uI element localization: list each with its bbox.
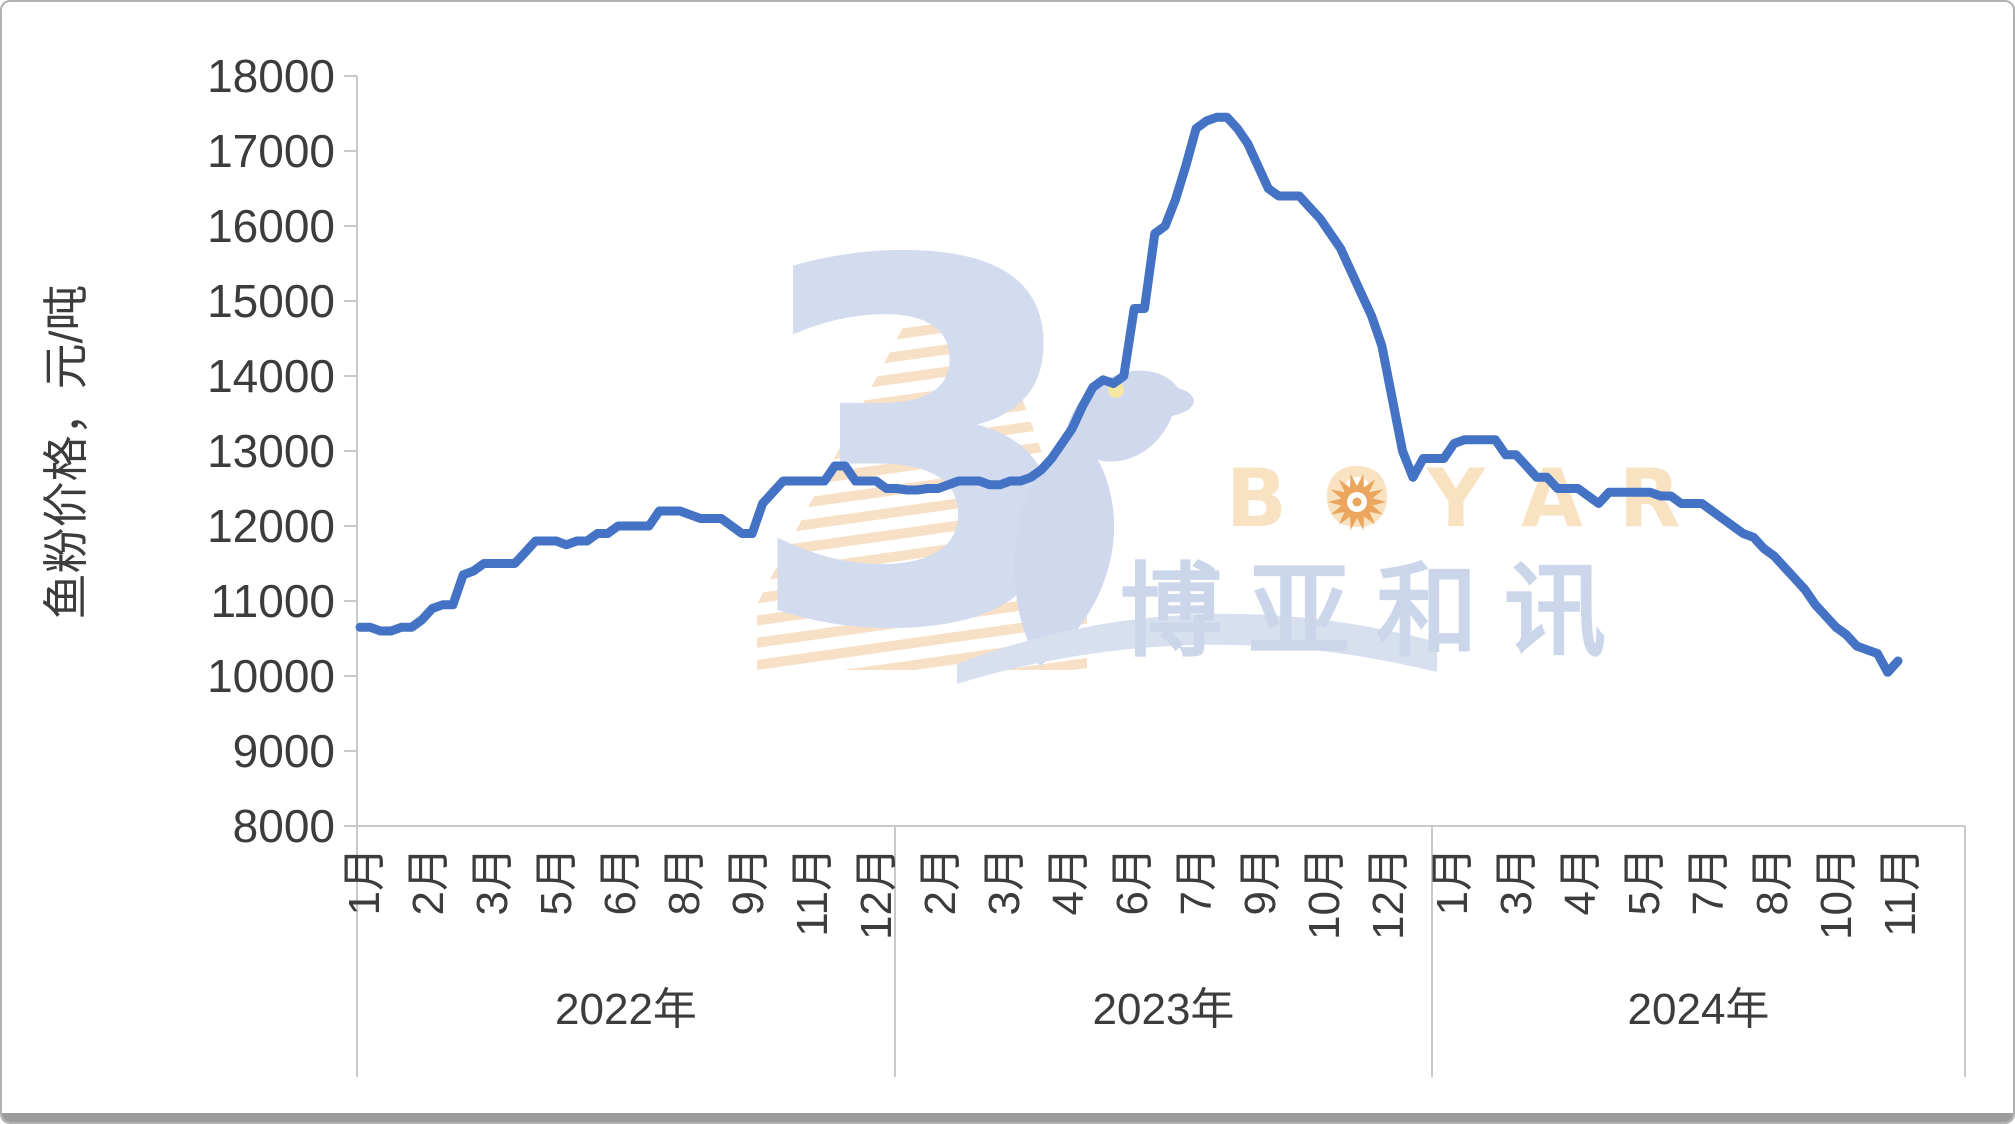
x-month-label: 1月 <box>340 847 389 915</box>
x-month-label: 7月 <box>1172 847 1221 915</box>
x-month-label: 4月 <box>1556 847 1605 915</box>
x-month-label: 7月 <box>1684 847 1733 915</box>
x-month-label: 3月 <box>980 847 1029 915</box>
x-month-label: 2月 <box>916 847 965 915</box>
x-month-label: 11月 <box>1876 847 1925 937</box>
x-month-label: 5月 <box>532 847 581 915</box>
window-bottom-edge <box>2 1113 2013 1122</box>
x-month-label: 12月 <box>1364 847 1413 940</box>
price-line-series <box>355 112 1903 677</box>
x-month-label: 2月 <box>404 847 453 915</box>
x-month-label: 4月 <box>1044 847 1093 915</box>
y-tick-label: 10000 <box>207 650 335 702</box>
y-tick-label: 11000 <box>210 575 335 627</box>
x-month-label: 10月 <box>1812 847 1861 940</box>
x-month-label: 12月 <box>852 847 901 940</box>
y-tick-label: 16000 <box>207 200 335 252</box>
x-month-label: 10月 <box>1300 847 1349 940</box>
x-year-label: 2022年 <box>555 985 697 1034</box>
y-tick-label: 13000 <box>207 425 335 477</box>
y-tick-label: 9000 <box>233 725 335 777</box>
x-month-label: 8月 <box>1748 847 1797 915</box>
y-tick-label: 12000 <box>207 500 335 552</box>
x-month-label: 6月 <box>596 847 645 915</box>
x-month-label: 8月 <box>660 847 709 915</box>
x-year-label: 2023年 <box>1093 985 1235 1034</box>
x-month-label: 11月 <box>788 847 837 937</box>
x-month-label: 3月 <box>468 847 517 915</box>
x-month-label: 6月 <box>1108 847 1157 915</box>
y-tick-label: 8000 <box>233 800 335 852</box>
y-tick-label: 18000 <box>207 50 335 102</box>
x-month-label: 1月 <box>1428 847 1477 915</box>
x-month-label: 5月 <box>1620 847 1669 915</box>
x-month-label: 9月 <box>1236 847 1285 915</box>
x-month-label: 3月 <box>1492 847 1541 915</box>
y-tick-label: 14000 <box>207 350 335 402</box>
y-axis-title: 鱼粉价格，元/吨 <box>40 285 92 620</box>
y-tick-label: 15000 <box>207 275 335 327</box>
x-month-label: 9月 <box>724 847 773 915</box>
y-tick-label: 17000 <box>207 125 335 177</box>
x-year-label: 2024年 <box>1628 985 1770 1034</box>
